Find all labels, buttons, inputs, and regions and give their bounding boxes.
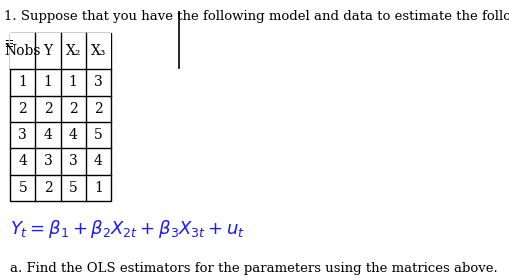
Text: 5: 5 [94, 128, 102, 142]
Text: 4: 4 [69, 128, 77, 142]
Text: $Y_t = \beta_1 + \beta_2 X_{2t} + \beta_3 X_{3t} + u_t$: $Y_t = \beta_1 + \beta_2 X_{2t} + \beta_… [10, 218, 245, 240]
Text: 2: 2 [69, 102, 77, 116]
Text: 4: 4 [43, 128, 52, 142]
Text: 1: 1 [94, 181, 103, 195]
Text: 2: 2 [44, 102, 52, 116]
Text: 3: 3 [94, 75, 102, 89]
Text: 2: 2 [94, 102, 102, 116]
Text: 2: 2 [18, 102, 27, 116]
Text: 1: 1 [43, 75, 52, 89]
Text: 3: 3 [18, 128, 27, 142]
Text: 3: 3 [44, 155, 52, 169]
Text: 1. Suppose that you have the following model and data to estimate the following : 1. Suppose that you have the following m… [5, 10, 509, 23]
Text: X₃: X₃ [91, 44, 106, 58]
Text: 1: 1 [69, 75, 77, 89]
Text: 2: 2 [44, 181, 52, 195]
Text: 4: 4 [18, 155, 27, 169]
Text: 5: 5 [18, 181, 27, 195]
Text: Y: Y [43, 44, 52, 58]
Text: 5: 5 [69, 181, 77, 195]
Text: X₂: X₂ [65, 44, 81, 58]
Text: 1: 1 [18, 75, 27, 89]
Text: 3: 3 [69, 155, 77, 169]
Text: ☷: ☷ [5, 39, 13, 49]
Text: Nobs: Nobs [5, 44, 41, 58]
Text: 4: 4 [94, 155, 103, 169]
Text: a. Find the OLS estimators for the parameters using the matrices above.: a. Find the OLS estimators for the param… [10, 262, 497, 275]
